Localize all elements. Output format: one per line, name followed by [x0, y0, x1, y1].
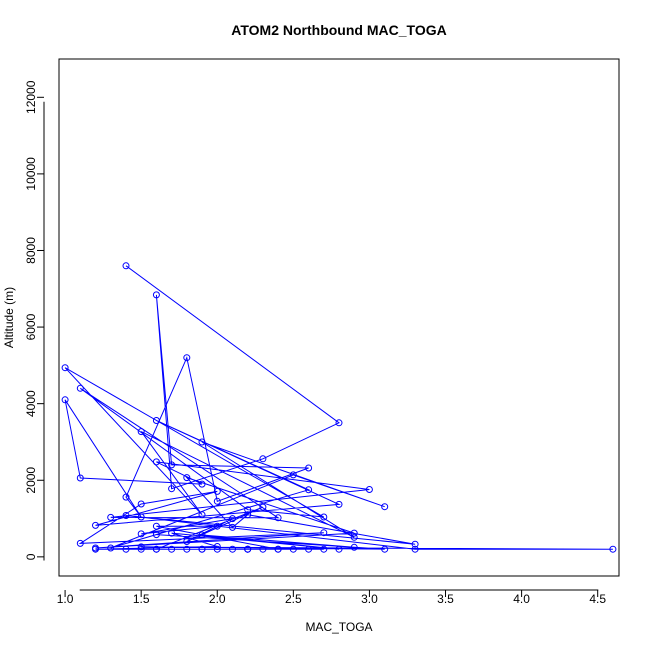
x-axis: 1.0 1.5 2.0 2.5 3.0 3.5 4.0 4.5: [57, 589, 606, 606]
data-point: [92, 521, 99, 529]
data-point: [289, 471, 297, 479]
data-point: [289, 545, 297, 553]
data-point: [213, 543, 221, 550]
data-point: [411, 540, 419, 548]
data-point: [137, 428, 145, 436]
data-point: [335, 500, 343, 508]
data-point: [107, 544, 115, 552]
data-point: [61, 396, 69, 404]
data-point: [274, 545, 282, 553]
x-tick-label: 1.5: [133, 592, 150, 606]
data-point: [137, 545, 145, 553]
data-point: [335, 419, 343, 427]
data-point: [244, 506, 252, 514]
data-point: [76, 539, 84, 547]
data-point: [350, 533, 358, 541]
data-point: [213, 487, 221, 495]
data-point: [381, 503, 389, 511]
data-point: [183, 538, 191, 545]
data-point: [305, 486, 313, 494]
series-layer: [61, 262, 617, 553]
data-point: [335, 545, 343, 553]
data-point: [229, 545, 236, 553]
y-tick-label: 0: [24, 553, 38, 560]
data-point: [350, 543, 358, 551]
data-point: [198, 438, 206, 446]
data-point: [168, 529, 176, 537]
data-point: [76, 384, 84, 392]
chart-title: ATOM2 Northbound MAC_TOGA: [231, 22, 446, 38]
x-tick-label: 4.0: [513, 592, 530, 606]
data-point: [320, 545, 328, 553]
x-axis-label: MAC_TOGA: [305, 620, 372, 634]
data-point: [229, 515, 236, 523]
data-point: [320, 529, 328, 537]
x-tick-label: 4.5: [589, 592, 606, 606]
data-point: [107, 513, 115, 521]
data-point: [609, 545, 617, 553]
data-point: [122, 493, 130, 501]
data-point: [61, 364, 69, 372]
data-point: [183, 474, 191, 482]
data-point: [76, 474, 84, 482]
data-point: [320, 513, 328, 521]
data-point: [259, 455, 267, 463]
data-point: [152, 417, 160, 424]
data-point: [152, 291, 160, 299]
x-tick-label: 1.0: [57, 592, 74, 606]
data-point: [411, 545, 419, 553]
data-point: [152, 531, 160, 539]
data-point: [350, 529, 358, 537]
y-tick-label: 10000: [24, 157, 38, 191]
data-point: [365, 486, 373, 493]
data-point: [183, 354, 191, 362]
data-point: [168, 485, 176, 493]
x-tick-label: 2.5: [285, 592, 302, 606]
data-point: [198, 545, 206, 553]
data-point: [244, 511, 252, 519]
y-axis-label: Altitude (m): [2, 287, 16, 348]
data-point: [381, 545, 389, 553]
x-tick-label: 2.0: [209, 592, 226, 606]
data-point: [152, 545, 160, 553]
data-point: [259, 503, 267, 511]
series-line: [64, 265, 613, 550]
data-point: [305, 545, 313, 553]
y-tick-label: 2000: [24, 467, 38, 494]
data-point: [259, 545, 267, 553]
data-point: [122, 512, 130, 519]
data-point: [305, 464, 313, 472]
data-point: [137, 500, 145, 508]
y-tick-label: 6000: [24, 313, 38, 340]
data-point: [213, 545, 221, 553]
data-point: [229, 523, 236, 531]
data-point: [137, 530, 145, 538]
y-tick-label: 12000: [24, 80, 38, 114]
data-point: [137, 543, 145, 551]
y-tick-label: 4000: [24, 390, 38, 417]
data-point: [137, 513, 145, 521]
data-point: [92, 545, 99, 553]
data-point: [198, 531, 206, 539]
data-point: [213, 497, 221, 505]
data-point: [198, 480, 206, 488]
x-tick-label: 3.0: [361, 592, 378, 606]
plot-frame: [58, 58, 620, 577]
data-point: [213, 522, 221, 530]
data-point: [122, 545, 130, 553]
data-point: [152, 522, 160, 530]
data-point: [198, 511, 206, 519]
data-point: [152, 458, 160, 466]
x-tick-label: 3.5: [437, 592, 454, 606]
data-point: [168, 461, 176, 469]
data-point: [274, 514, 282, 522]
y-axis: 0 2000 4000 6000 8000 10000 12000: [24, 80, 45, 561]
data-point: [244, 545, 252, 553]
y-tick-label: 8000: [24, 237, 38, 264]
data-point: [168, 545, 176, 553]
data-point: [183, 545, 191, 553]
data-point: [122, 262, 130, 270]
